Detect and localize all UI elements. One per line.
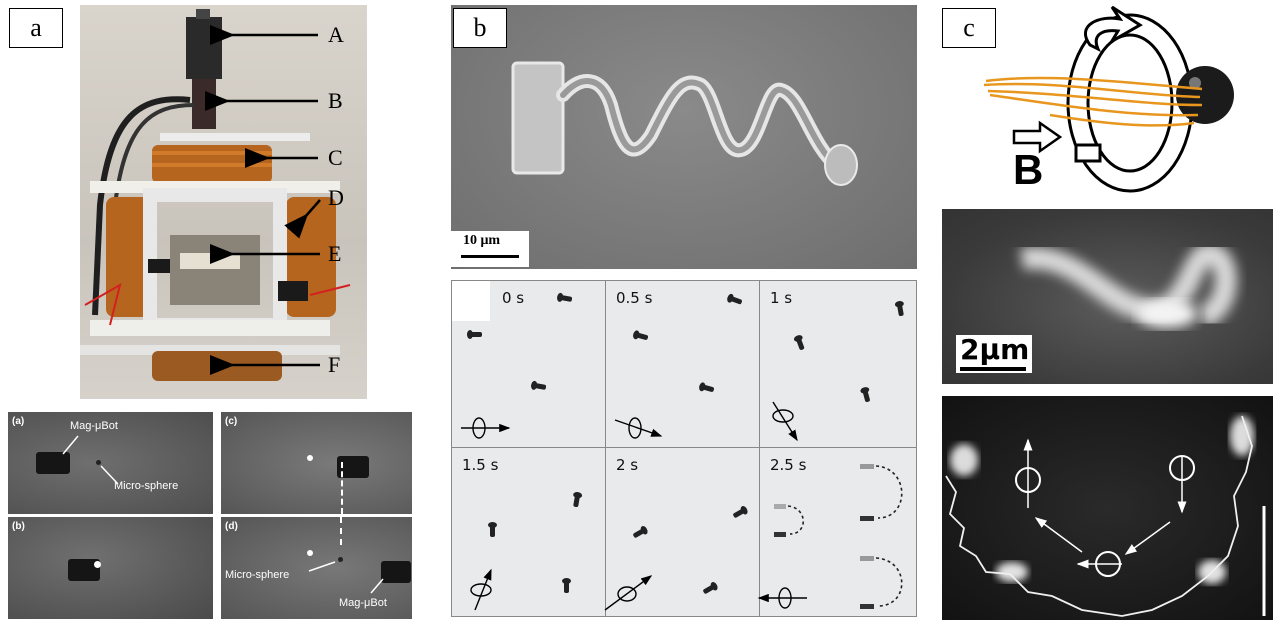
- ring-motor-schematic: [983, 5, 1234, 193]
- timelapse-frame-0: 0 s: [451, 280, 606, 448]
- subpanel-d-label: (d): [225, 521, 238, 532]
- subpanel-a-label: (a): [12, 416, 25, 427]
- label-F: F: [328, 352, 341, 377]
- scale-bar-line: [960, 367, 1026, 371]
- swimming-trajectory-image: [942, 396, 1273, 620]
- microsphere-dot: [96, 460, 101, 465]
- scale-bar-box: 2μm: [956, 333, 1032, 373]
- label-A: A: [328, 22, 344, 47]
- fluorescent-flagellum-image: 2μm: [942, 209, 1273, 384]
- label-arrows: [205, 25, 321, 375]
- setup-illustration: [80, 9, 351, 381]
- magbot-shape: [337, 456, 369, 478]
- time-label: 1.5 s: [462, 456, 499, 474]
- label-D: D: [328, 185, 344, 210]
- microsphere-annotation-d: Micro-sphere: [225, 569, 290, 581]
- path-dashes: [341, 462, 343, 514]
- time-label: 2 s: [616, 456, 639, 474]
- magbot-annotation-d: Mag-μBot: [339, 597, 387, 609]
- time-label: 1 s: [770, 289, 793, 307]
- electromagnet-setup-photo: A B C D E F: [80, 5, 367, 399]
- scale-bar-line: [461, 255, 519, 258]
- time-label: 0.5 s: [616, 289, 653, 307]
- helix-microrobot: [511, 61, 858, 186]
- microsphere-dot: [94, 561, 101, 568]
- field-label-B: B: [1013, 146, 1044, 193]
- subpanel-b-image: (b): [8, 517, 213, 619]
- magbot-shape: [381, 561, 411, 583]
- panel-label-c: c: [942, 8, 996, 48]
- label-B: B: [328, 88, 343, 113]
- subpanel-d-image: (d) Micro-sphere Mag-μBot: [221, 517, 412, 619]
- timelapse-frame-4: 2 s: [605, 447, 760, 617]
- scale-bar-text: 2μm: [960, 333, 1030, 366]
- subpanel-b-label: (b): [12, 521, 25, 532]
- label-C: C: [328, 145, 343, 170]
- microsphere-dot: [338, 557, 343, 562]
- scale-bar-text: 10 μm: [463, 233, 501, 248]
- label-E: E: [328, 241, 342, 266]
- microsphere-annotation-a: Micro-sphere: [114, 480, 179, 492]
- subpanel-c-label: (c): [225, 416, 238, 427]
- subpanel-a-image: (a) Mag-μBot Micro-sphere: [8, 412, 213, 514]
- target-marker: [307, 455, 313, 461]
- magbot-shape: [36, 452, 70, 474]
- panel-label-b: b: [453, 8, 507, 48]
- rotation-axis-icons: [461, 401, 807, 611]
- subpanel-c-image: (c): [221, 412, 412, 514]
- path-dashes: [340, 517, 342, 545]
- time-label: 2.5 s: [770, 456, 807, 474]
- target-marker: [307, 550, 313, 556]
- time-label: 0 s: [502, 289, 525, 307]
- scale-bar-box: 10 μm: [451, 231, 529, 267]
- flip-trajectories: [774, 464, 903, 609]
- magbot-annotation-a: Mag-μBot: [70, 420, 118, 432]
- sem-helix-image: 10 μm: [451, 5, 917, 269]
- flagellum-glow: [1020, 242, 1237, 328]
- magbot-shape: [68, 559, 100, 581]
- panel-label-a: a: [9, 8, 63, 48]
- timelapse-frame-2: 1 s: [759, 280, 917, 448]
- trajectory-plot: [945, 415, 1266, 617]
